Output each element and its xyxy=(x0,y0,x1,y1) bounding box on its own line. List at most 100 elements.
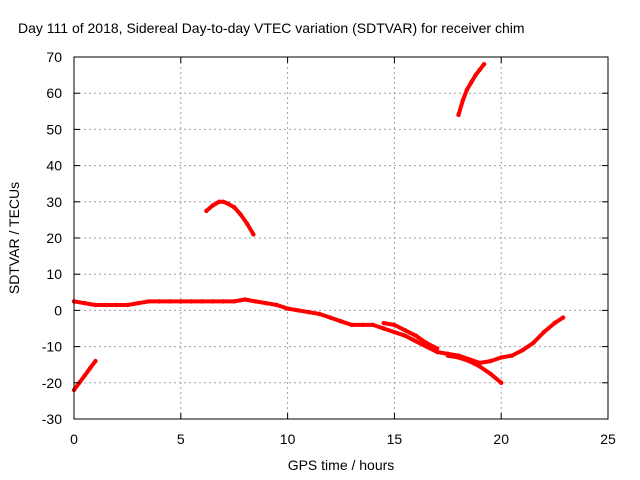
data-point xyxy=(103,302,109,308)
y-tick-label: 40 xyxy=(46,158,62,174)
data-point xyxy=(221,299,226,304)
data-point xyxy=(238,212,243,217)
data-point xyxy=(392,329,397,335)
data-point xyxy=(285,306,290,311)
y-tick-label: -20 xyxy=(42,375,62,391)
x-tick-label: 15 xyxy=(387,431,403,447)
data-point xyxy=(274,302,280,308)
data-point xyxy=(244,221,250,226)
data-point xyxy=(445,353,450,358)
data-point xyxy=(82,373,87,378)
data-point xyxy=(469,80,474,85)
grid-lines xyxy=(74,57,608,419)
data-point xyxy=(413,333,418,338)
data-point xyxy=(167,299,173,304)
y-tick-label: 30 xyxy=(46,194,62,210)
data-point xyxy=(424,340,429,346)
data-point xyxy=(434,349,440,355)
data-point xyxy=(552,320,557,326)
data-point xyxy=(317,311,322,317)
axis-ticks xyxy=(73,56,609,420)
data-point xyxy=(499,355,504,360)
y-tick-label: 50 xyxy=(46,121,62,137)
data-point xyxy=(200,299,205,304)
data-point xyxy=(189,299,194,304)
data-point xyxy=(541,329,547,335)
data-point xyxy=(531,340,536,346)
data-point xyxy=(178,299,183,304)
data-point xyxy=(473,72,478,78)
x-tick-label: 10 xyxy=(280,431,296,447)
x-tick-label: 0 xyxy=(70,431,78,447)
data-point xyxy=(488,371,493,376)
data-point xyxy=(135,301,141,306)
data-point xyxy=(413,339,418,344)
data-point xyxy=(481,61,487,67)
y-tick-label: 0 xyxy=(54,302,62,318)
data-point xyxy=(157,299,162,304)
x-tick-labels: 0 5 10 15 20 25 xyxy=(70,431,616,447)
chart-title: Day 111 of 2018, Sidereal Day-to-day VTE… xyxy=(18,20,525,36)
data-point xyxy=(338,319,344,324)
data-point xyxy=(225,201,230,206)
data-point xyxy=(232,205,237,210)
data-point xyxy=(456,112,461,118)
data-point xyxy=(204,208,209,214)
data-point xyxy=(477,67,482,72)
data-point xyxy=(251,232,256,237)
data-point xyxy=(456,355,461,360)
y-tick-label: 60 xyxy=(46,85,62,101)
data-point xyxy=(460,98,465,103)
data-point xyxy=(232,299,237,304)
data-point xyxy=(434,346,440,351)
data-point xyxy=(520,348,525,353)
data-point xyxy=(221,199,226,204)
data-point xyxy=(210,203,215,208)
y-tick-label: -10 xyxy=(42,339,62,355)
x-axis-label: GPS time / hours xyxy=(288,457,395,473)
data-point xyxy=(402,333,408,338)
data-point xyxy=(210,299,215,304)
data-point xyxy=(306,310,312,315)
data-point xyxy=(253,299,258,304)
y-tick-label: 20 xyxy=(46,230,62,246)
data-point xyxy=(499,380,504,385)
data-point xyxy=(296,308,301,313)
data-point xyxy=(381,326,386,331)
y-axis-label: SDTVAR / TECUs xyxy=(6,182,22,294)
data-point xyxy=(125,302,130,308)
data-point xyxy=(360,322,365,328)
series-main-trace xyxy=(72,297,566,365)
x-tick-label: 5 xyxy=(177,431,185,447)
data-point xyxy=(328,315,333,320)
data-point xyxy=(381,320,386,326)
data-point xyxy=(370,322,376,328)
data-point xyxy=(264,301,269,306)
data-point xyxy=(477,364,482,369)
data-point xyxy=(349,322,354,328)
data-point xyxy=(82,301,87,306)
y-tick-label: 70 xyxy=(46,49,62,65)
y-tick-label: 10 xyxy=(46,266,62,282)
data-point xyxy=(146,299,151,304)
data-point xyxy=(464,87,470,92)
data-point xyxy=(242,297,248,302)
data-point xyxy=(392,322,397,328)
data-point xyxy=(488,358,493,364)
data-point xyxy=(87,366,93,371)
y-tick-label: -30 xyxy=(42,411,62,427)
x-tick-label: 25 xyxy=(600,431,616,447)
y-tick-labels: -30 -20 -10 0 10 20 30 40 50 60 70 xyxy=(42,49,62,427)
data-point xyxy=(509,353,515,358)
data-series xyxy=(71,61,566,393)
data-point xyxy=(114,302,119,308)
data-point xyxy=(467,358,472,364)
data-point xyxy=(217,199,222,204)
x-tick-label: 20 xyxy=(493,431,509,447)
data-point xyxy=(402,328,408,333)
data-point xyxy=(93,358,98,364)
data-point xyxy=(93,302,98,308)
data-point xyxy=(560,315,566,320)
series-main-trace-upper-band xyxy=(381,321,440,351)
